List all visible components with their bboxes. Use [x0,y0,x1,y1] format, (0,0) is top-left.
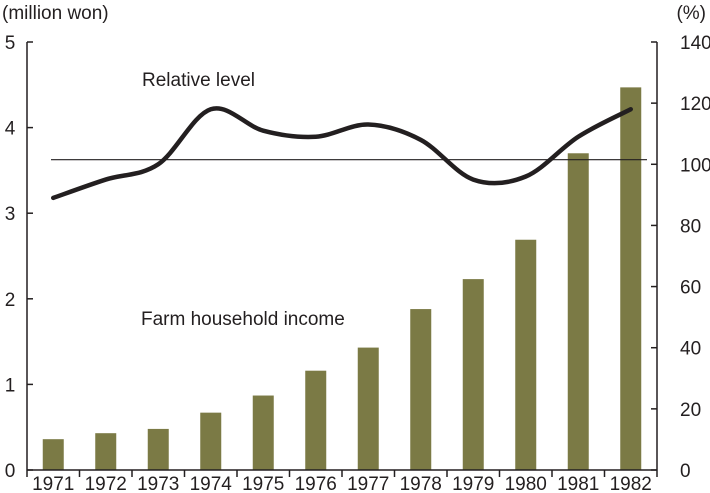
x-tick-label: 1976 [295,474,337,493]
left-tick-label: 4 [5,119,16,140]
x-tick-label: 1973 [137,474,179,493]
right-tick-label: 100 [680,155,710,176]
right-tick-label: 20 [680,400,701,421]
bar-1974 [200,412,222,470]
x-tick-label: 1972 [85,474,127,493]
right-axis: 0 20 40 60 80 100 120 140 [651,33,710,482]
bar-1978 [410,309,432,470]
bar-1981 [567,153,589,470]
left-tick-label: 5 [5,33,16,54]
x-axis: 1971 1972 1973 1974 1975 1976 1977 1978 1979 1980… [26,469,658,493]
right-tick-label: 120 [680,94,710,115]
right-tick-label: 40 [680,339,701,360]
bar-1980 [515,239,537,470]
bar-1977 [357,347,379,470]
left-tick-label: 1 [5,375,16,396]
x-tick-label: 1982 [610,474,652,493]
x-tick-label: 1974 [190,474,233,493]
bar-1982 [620,87,642,471]
bars [42,87,642,471]
left-axis: 0 1 2 3 4 5 [5,33,33,482]
bar-1972 [95,433,117,470]
right-tick-label: 0 [680,461,691,482]
x-tick-label: 1980 [505,474,547,493]
farm-household-income-label: Farm household income [141,309,345,330]
x-tick-label: 1971 [32,474,74,493]
bar-1975 [252,395,274,470]
bar-1979 [462,279,484,470]
right-tick-label: 80 [680,216,701,237]
relative-level-label: Relative level [142,70,255,91]
right-tick-label: 60 [680,278,701,299]
relative-level-line-group [51,106,633,201]
left-axis-unit: (million won) [2,3,109,24]
bar-1976 [305,370,327,470]
relative-level-line [51,106,633,201]
right-tick-label: 140 [680,33,710,54]
left-tick-label: 3 [5,204,16,225]
right-axis-unit: (%) [676,3,706,24]
x-tick-label: 1977 [347,474,389,493]
x-tick-label: 1979 [452,474,494,493]
bar-1971 [42,439,64,470]
bar-1973 [147,428,169,470]
x-tick-label: 1981 [557,474,599,493]
x-tick-label: 1978 [400,474,442,493]
left-tick-label: 2 [5,290,16,311]
x-tick-label: 1975 [242,474,284,493]
left-tick-label: 0 [5,461,16,482]
